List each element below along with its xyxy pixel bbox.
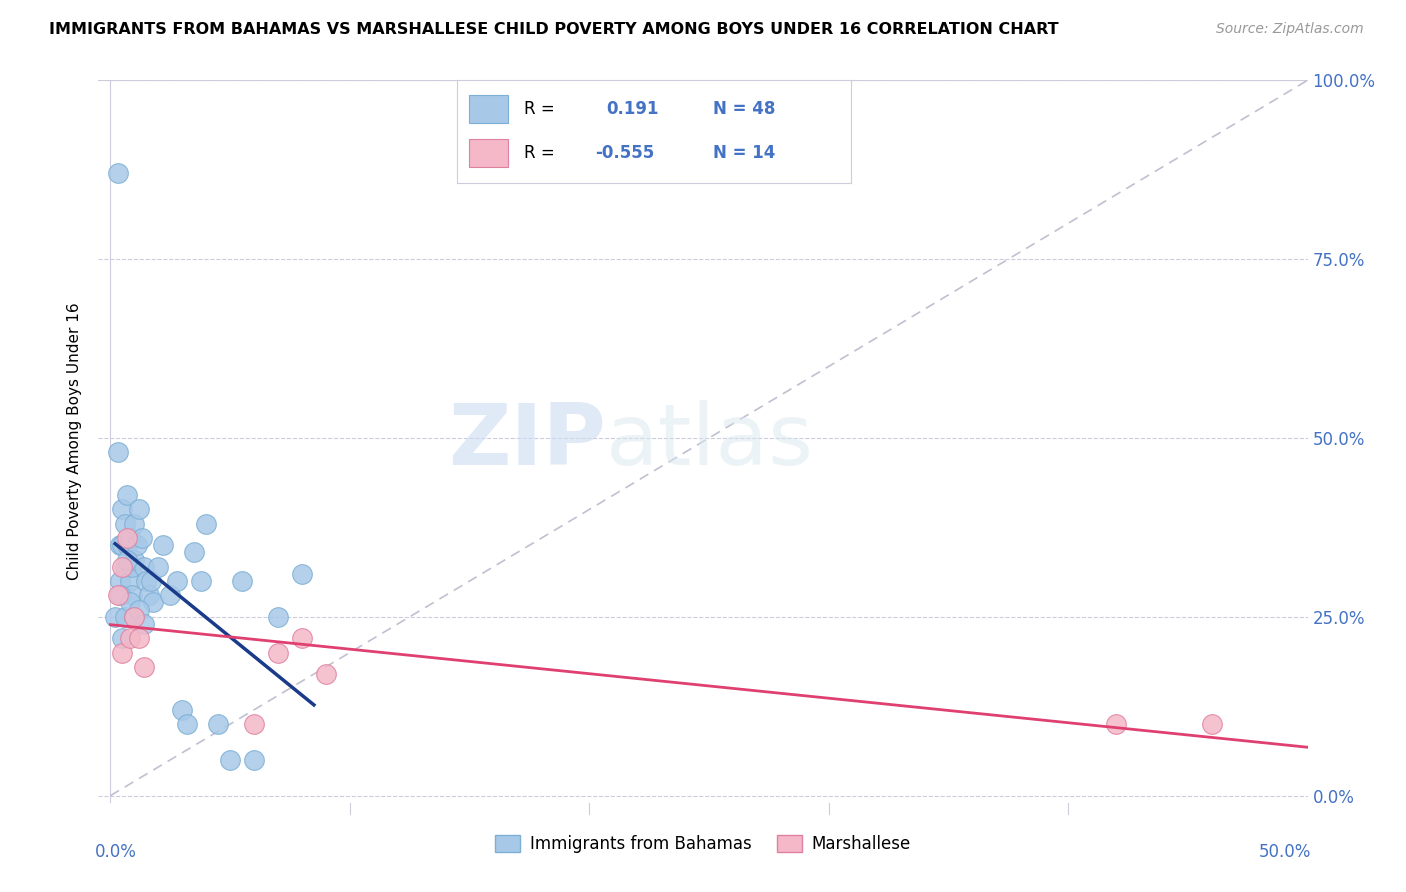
Point (135, 574, 157, 588)
Point (118, 632, 141, 646)
Point (148, 559, 170, 574)
Point (118, 574, 141, 588)
Point (104, 609, 127, 624)
Point (131, 531, 153, 545)
Point (132, 617, 155, 632)
Text: IMMIGRANTS FROM BAHAMAS VS MARSHALLESE CHILD POVERTY AMONG BOYS UNDER 16 CORRELA: IMMIGRANTS FROM BAHAMAS VS MARSHALLESE C… (49, 22, 1059, 37)
Point (183, 545, 205, 559)
Point (291, 566, 314, 581)
Text: R =: R = (524, 100, 554, 118)
Point (125, 538, 148, 552)
Text: atlas: atlas (606, 400, 814, 483)
Point (124, 516, 146, 531)
Point (128, 502, 150, 516)
Point (172, 703, 194, 717)
Text: -0.555: -0.555 (595, 145, 654, 162)
Point (108, 574, 131, 588)
Point (139, 574, 162, 588)
Point (1105, 717, 1128, 731)
Point (121, 588, 143, 602)
Point (132, 660, 155, 674)
Text: 0.191: 0.191 (606, 100, 659, 118)
Text: R =: R = (524, 145, 554, 162)
Point (108, 588, 131, 602)
Point (159, 588, 181, 602)
Point (128, 632, 150, 646)
Point (107, 166, 129, 180)
Point (115, 552, 138, 566)
Point (142, 595, 165, 609)
FancyBboxPatch shape (468, 95, 508, 123)
Point (176, 717, 198, 731)
Point (111, 538, 134, 552)
Y-axis label: Child Poverty Among Boys Under 16: Child Poverty Among Boys Under 16 (67, 302, 83, 581)
Point (114, 559, 136, 574)
Point (315, 667, 337, 681)
Point (107, 445, 129, 459)
Point (124, 552, 146, 566)
Point (267, 609, 290, 624)
Text: N = 48: N = 48 (713, 100, 775, 118)
Point (132, 559, 155, 574)
Point (118, 531, 141, 545)
Point (115, 538, 138, 552)
Point (231, 574, 253, 588)
Point (291, 632, 314, 646)
Point (108, 538, 131, 552)
Point (1201, 717, 1223, 731)
Point (195, 516, 218, 531)
Point (111, 502, 134, 516)
Point (114, 609, 136, 624)
Text: Source: ZipAtlas.com: Source: ZipAtlas.com (1216, 22, 1364, 37)
Point (152, 538, 174, 552)
Point (111, 559, 134, 574)
Text: 0.0%: 0.0% (94, 843, 136, 861)
Point (207, 717, 229, 731)
Legend: Immigrants from Bahamas, Marshallese: Immigrants from Bahamas, Marshallese (488, 828, 918, 860)
Point (118, 595, 141, 609)
Point (219, 753, 242, 767)
Point (128, 602, 150, 616)
Point (114, 516, 136, 531)
Point (121, 559, 143, 574)
Point (124, 609, 146, 624)
Text: N = 14: N = 14 (713, 145, 775, 162)
Point (107, 588, 129, 602)
FancyBboxPatch shape (468, 139, 508, 168)
Point (243, 717, 266, 731)
Point (111, 646, 134, 660)
Point (166, 574, 188, 588)
Point (115, 488, 138, 502)
Point (124, 609, 146, 624)
Point (115, 531, 138, 545)
Point (190, 574, 212, 588)
Point (267, 646, 290, 660)
Point (243, 753, 266, 767)
Text: ZIP: ZIP (449, 400, 606, 483)
Point (138, 588, 160, 602)
Text: 50.0%: 50.0% (1258, 843, 1312, 861)
Point (111, 632, 134, 646)
